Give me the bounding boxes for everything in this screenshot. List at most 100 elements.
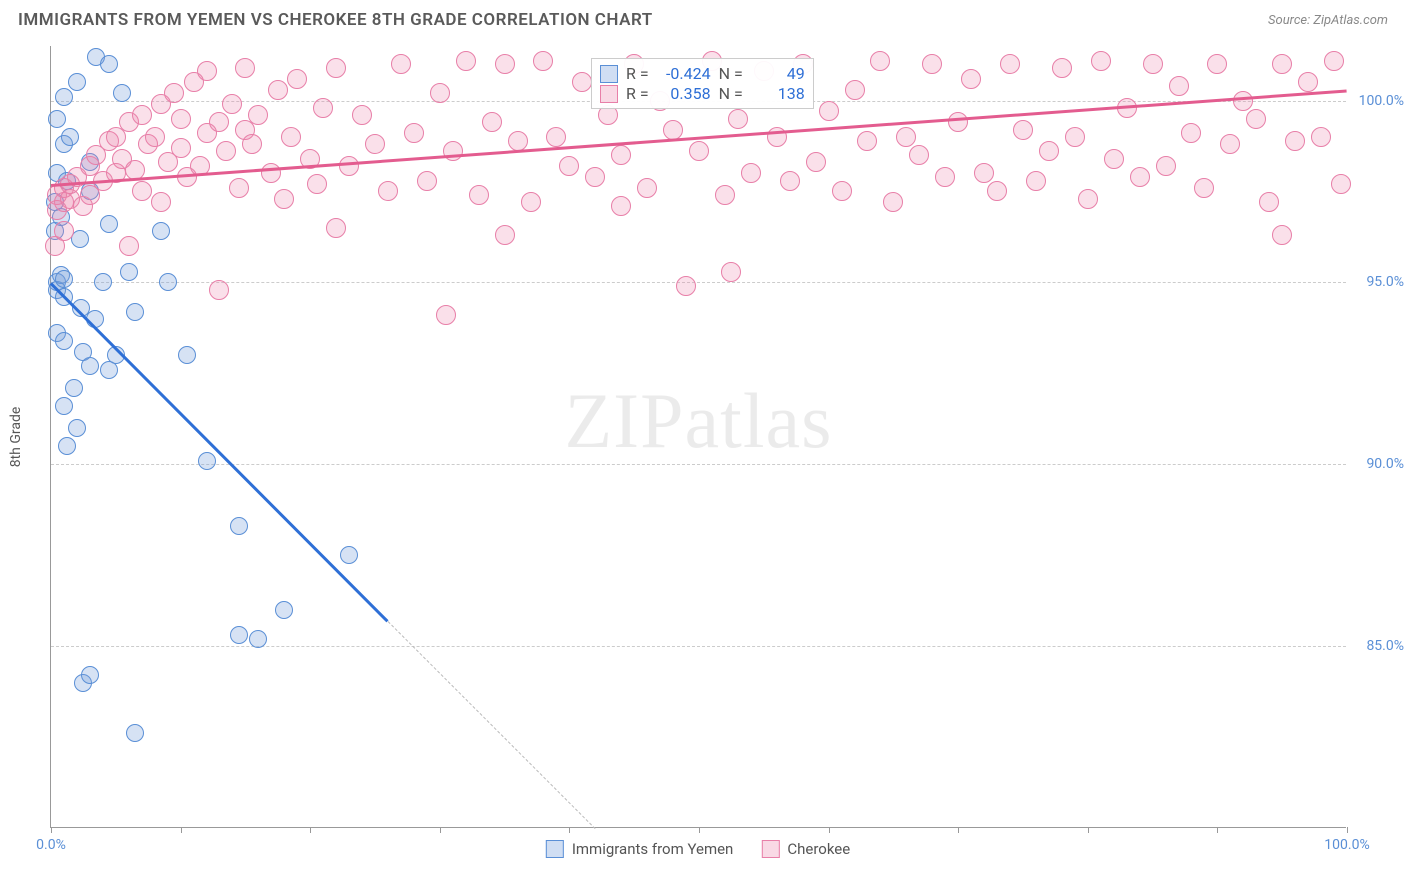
scatter-point <box>61 128 79 146</box>
scatter-point <box>216 141 236 161</box>
y-tick-label: 95.0% <box>1352 274 1404 290</box>
scatter-point <box>126 303 144 321</box>
legend-label: Cherokee <box>787 840 850 858</box>
scatter-point <box>222 94 242 114</box>
scatter-point <box>230 517 248 535</box>
scatter-point <box>482 112 502 132</box>
plot-region: ZIPatlas 85.0%90.0%95.0%100.0%0.0%100.0%… <box>50 46 1346 828</box>
scatter-point <box>935 167 955 187</box>
scatter-point <box>637 178 657 198</box>
stat-n-label: N = <box>719 84 743 103</box>
x-tick <box>569 827 570 833</box>
x-tick <box>699 827 700 833</box>
scatter-point <box>845 80 865 100</box>
scatter-point <box>546 127 566 147</box>
stat-n-value: 49 <box>751 64 805 83</box>
scatter-point <box>495 225 515 245</box>
scatter-point <box>159 273 177 291</box>
source-label: Source: ZipAtlas.com <box>1268 13 1388 28</box>
scatter-point <box>1331 174 1351 194</box>
scatter-point <box>1324 51 1344 71</box>
scatter-point <box>275 601 293 619</box>
scatter-point <box>922 54 942 74</box>
scatter-point <box>209 280 229 300</box>
scatter-point <box>721 262 741 282</box>
scatter-point <box>242 134 262 154</box>
x-tick <box>958 827 959 833</box>
x-tick <box>440 827 441 833</box>
scatter-point <box>1298 72 1318 92</box>
scatter-point <box>58 437 76 455</box>
scatter-point <box>378 181 398 201</box>
scatter-point <box>1272 54 1292 74</box>
scatter-point <box>495 54 515 74</box>
scatter-point <box>55 332 73 350</box>
scatter-point <box>1220 134 1240 154</box>
scatter-point <box>585 167 605 187</box>
gridline <box>51 282 1346 283</box>
x-tick-label: 100.0% <box>1324 837 1369 853</box>
scatter-point <box>728 109 748 129</box>
scatter-point <box>113 84 131 102</box>
stats-row: R =0.358N =138 <box>600 84 805 103</box>
scatter-point <box>68 73 86 91</box>
scatter-point <box>974 163 994 183</box>
scatter-point <box>164 83 184 103</box>
scatter-point <box>209 112 229 132</box>
legend-bottom: Immigrants from Yemen Cherokee <box>546 840 850 858</box>
scatter-point <box>1130 167 1150 187</box>
scatter-point <box>230 626 248 644</box>
x-tick <box>1217 827 1218 833</box>
scatter-point <box>55 397 73 415</box>
scatter-point <box>1104 149 1124 169</box>
scatter-point <box>676 276 696 296</box>
x-tick <box>1347 827 1348 833</box>
scatter-point <box>68 419 86 437</box>
scatter-point <box>55 88 73 106</box>
scatter-point <box>100 215 118 233</box>
scatter-point <box>120 263 138 281</box>
scatter-point <box>151 192 171 212</box>
scatter-point <box>178 346 196 364</box>
stats-box: R =-0.424N =49R =0.358N =138 <box>591 58 814 109</box>
x-tick <box>1088 827 1089 833</box>
scatter-point <box>171 138 191 158</box>
scatter-point <box>132 105 152 125</box>
scatter-point <box>55 270 73 288</box>
scatter-point <box>268 80 288 100</box>
scatter-point <box>307 174 327 194</box>
legend-label: Immigrants from Yemen <box>572 840 734 858</box>
scatter-point <box>508 131 528 151</box>
scatter-point <box>1143 54 1163 74</box>
scatter-point <box>1091 51 1111 71</box>
scatter-point <box>391 54 411 74</box>
scatter-point <box>352 105 372 125</box>
scatter-point <box>1078 189 1098 209</box>
scatter-point <box>689 141 709 161</box>
scatter-point <box>152 222 170 240</box>
scatter-point <box>741 163 761 183</box>
scatter-point <box>197 61 217 81</box>
scatter-point <box>663 120 683 140</box>
swatch-icon <box>546 840 564 858</box>
scatter-point <box>365 134 385 154</box>
trend-line-blue <box>50 283 389 623</box>
scatter-point <box>1039 141 1059 161</box>
stat-r-value: -0.424 <box>657 64 711 83</box>
scatter-point <box>1207 54 1227 74</box>
scatter-point <box>948 112 968 132</box>
scatter-point <box>469 185 489 205</box>
scatter-point <box>780 171 800 191</box>
scatter-point <box>229 178 249 198</box>
swatch-icon <box>600 65 618 83</box>
scatter-point <box>857 131 877 151</box>
scatter-point <box>132 181 152 201</box>
scatter-point <box>832 181 852 201</box>
trend-line-blue-ext <box>388 621 596 829</box>
swatch-icon <box>761 840 779 858</box>
scatter-point <box>287 69 307 89</box>
x-tick-label: 0.0% <box>36 837 66 853</box>
scatter-point <box>235 58 255 78</box>
scatter-point <box>65 379 83 397</box>
scatter-point <box>248 105 268 125</box>
